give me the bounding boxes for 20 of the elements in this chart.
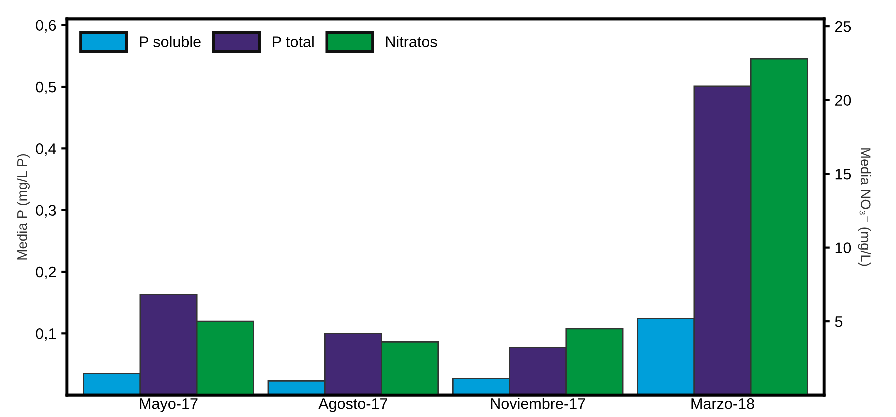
y2-tick-label: 25 <box>836 21 852 32</box>
x-tick-label: Noviembre-17 <box>491 398 586 410</box>
y2-tick-label: 15 <box>836 169 852 180</box>
y-tick-label: 0,5 <box>36 82 56 94</box>
x-tick-label: Mayo-17 <box>140 398 198 412</box>
y2-tick-label: 5 <box>835 316 843 328</box>
x-tick-label: Marzo-18 <box>692 398 754 410</box>
x-tick-label: Agosto-17 <box>318 398 388 412</box>
y-tick-label: 0,3 <box>36 205 56 218</box>
y-tick-label: 0,1 <box>36 328 56 342</box>
legend-label: P total <box>273 36 314 48</box>
legend-label: Nitratos <box>386 36 438 48</box>
legend-label: P soluble <box>140 36 201 48</box>
y-tick-label: 0,2 <box>36 266 56 280</box>
y2-tick-label: 20 <box>836 95 852 106</box>
y-axis-title: Media P (mg/L P) <box>17 154 30 260</box>
y-tick-label: 0,4 <box>36 144 56 156</box>
y2-tick-label: 10 <box>836 242 852 254</box>
y2-axis-title: Media NO₃⁻ (mg/L) <box>858 148 872 266</box>
y-tick-label: 0,6 <box>36 20 56 33</box>
